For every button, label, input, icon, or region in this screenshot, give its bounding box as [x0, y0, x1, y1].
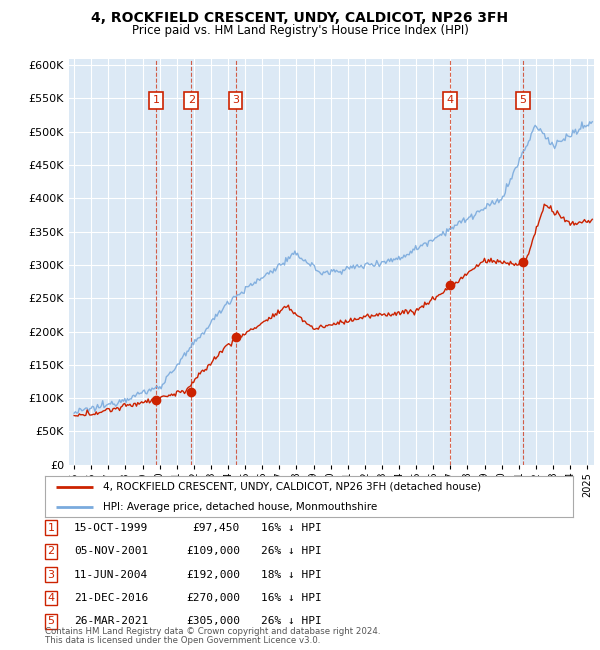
Text: 5: 5 [519, 96, 526, 105]
Text: 4: 4 [446, 96, 454, 105]
Text: £97,450: £97,450 [193, 523, 240, 533]
Text: This data is licensed under the Open Government Licence v3.0.: This data is licensed under the Open Gov… [45, 636, 320, 645]
Text: Contains HM Land Registry data © Crown copyright and database right 2024.: Contains HM Land Registry data © Crown c… [45, 627, 380, 636]
Text: HPI: Average price, detached house, Monmouthshire: HPI: Average price, detached house, Monm… [103, 502, 377, 512]
Text: £109,000: £109,000 [186, 546, 240, 556]
Text: £192,000: £192,000 [186, 569, 240, 580]
Text: Price paid vs. HM Land Registry's House Price Index (HPI): Price paid vs. HM Land Registry's House … [131, 24, 469, 37]
Text: 4, ROCKFIELD CRESCENT, UNDY, CALDICOT, NP26 3FH: 4, ROCKFIELD CRESCENT, UNDY, CALDICOT, N… [91, 11, 509, 25]
Text: £305,000: £305,000 [186, 616, 240, 627]
Text: 05-NOV-2001: 05-NOV-2001 [74, 546, 148, 556]
Text: 21-DEC-2016: 21-DEC-2016 [74, 593, 148, 603]
Text: 3: 3 [232, 96, 239, 105]
Text: 4, ROCKFIELD CRESCENT, UNDY, CALDICOT, NP26 3FH (detached house): 4, ROCKFIELD CRESCENT, UNDY, CALDICOT, N… [103, 482, 481, 491]
Text: 15-OCT-1999: 15-OCT-1999 [74, 523, 148, 533]
Text: 26-MAR-2021: 26-MAR-2021 [74, 616, 148, 627]
Text: 3: 3 [47, 569, 55, 580]
Text: 4: 4 [47, 593, 55, 603]
Text: 2: 2 [188, 96, 195, 105]
Text: 26% ↓ HPI: 26% ↓ HPI [261, 546, 322, 556]
Text: 2: 2 [47, 546, 55, 556]
Text: 16% ↓ HPI: 16% ↓ HPI [261, 593, 322, 603]
Text: 18% ↓ HPI: 18% ↓ HPI [261, 569, 322, 580]
Text: 1: 1 [47, 523, 55, 533]
Text: 1: 1 [152, 96, 160, 105]
Text: 5: 5 [47, 616, 55, 627]
Text: 16% ↓ HPI: 16% ↓ HPI [261, 523, 322, 533]
Text: 11-JUN-2004: 11-JUN-2004 [74, 569, 148, 580]
Text: 26% ↓ HPI: 26% ↓ HPI [261, 616, 322, 627]
Text: £270,000: £270,000 [186, 593, 240, 603]
